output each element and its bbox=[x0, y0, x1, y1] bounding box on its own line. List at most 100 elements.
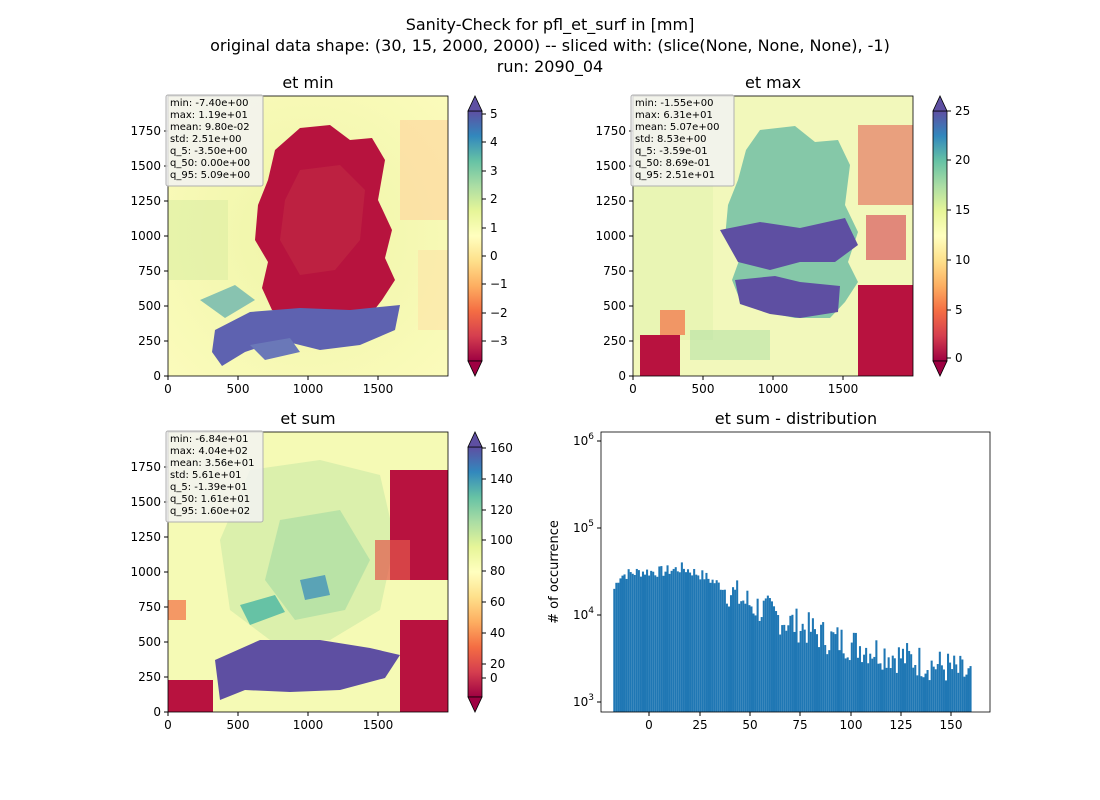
y-tick-label: 106 bbox=[573, 432, 594, 448]
histogram-bar bbox=[627, 569, 630, 712]
histogram-bar bbox=[791, 614, 794, 712]
colorbar-tick-label: 20 bbox=[955, 153, 970, 167]
histogram-bar bbox=[957, 672, 960, 712]
histogram-bar bbox=[834, 634, 837, 712]
colorbar-tick-label: 15 bbox=[955, 203, 970, 217]
histogram-bar bbox=[617, 582, 620, 712]
heatmap-et-min bbox=[168, 96, 448, 376]
histogram-bar bbox=[779, 634, 782, 712]
stat-line: mean: 3.56e+01 bbox=[170, 458, 254, 469]
histogram-bar bbox=[932, 666, 935, 712]
colorbar-tick-label: 5 bbox=[490, 107, 498, 121]
stat-line: q_5: -1.39e+01 bbox=[170, 482, 247, 493]
histogram-bar bbox=[674, 567, 677, 712]
panel-title-et-sum: et sum bbox=[280, 409, 335, 428]
histogram-bar bbox=[924, 673, 927, 712]
histogram-bar bbox=[684, 572, 687, 712]
histogram-bar bbox=[904, 663, 907, 712]
histogram-bar bbox=[852, 632, 855, 712]
histogram-bar bbox=[775, 611, 778, 712]
histogram-bar bbox=[787, 625, 790, 712]
histogram-bar bbox=[713, 583, 716, 712]
x-tick-label: 100 bbox=[840, 718, 863, 732]
histogram-bar bbox=[955, 664, 958, 712]
y-tick-label: 0 bbox=[153, 369, 161, 383]
histogram-bar bbox=[635, 568, 638, 712]
histogram-bar bbox=[801, 623, 804, 712]
histogram-bar bbox=[850, 642, 853, 712]
histogram-bar bbox=[711, 579, 714, 712]
histogram-bar bbox=[901, 648, 905, 712]
histogram-bar bbox=[752, 613, 755, 712]
histogram-bar bbox=[691, 575, 694, 712]
x-tick-label: 150 bbox=[940, 718, 963, 732]
colorbar-tick-label: 5 bbox=[955, 303, 963, 317]
histogram-bar bbox=[826, 654, 829, 712]
histogram-bar bbox=[967, 668, 970, 712]
histogram-bar bbox=[652, 571, 655, 712]
histogram-bar bbox=[629, 572, 632, 712]
colorbar-tick-label: 160 bbox=[490, 441, 513, 455]
histogram-bar bbox=[717, 582, 720, 712]
histogram-bar bbox=[721, 589, 724, 712]
histogram-bar bbox=[670, 570, 673, 712]
colorbar-tick-label: 25 bbox=[955, 104, 970, 118]
x-tick-label: 25 bbox=[692, 718, 707, 732]
colorbar-tick-label: −3 bbox=[490, 334, 508, 348]
y-tick-label: 1750 bbox=[130, 124, 161, 138]
y-tick-label: 1750 bbox=[130, 460, 161, 474]
histogram-bar bbox=[641, 571, 644, 712]
histogram-bar bbox=[838, 650, 841, 712]
histogram-bar bbox=[926, 670, 929, 712]
histogram-bar bbox=[732, 587, 735, 712]
histogram-bar bbox=[938, 651, 941, 712]
histogram-bar bbox=[619, 578, 622, 712]
colorbar-tick-label: 100 bbox=[490, 533, 513, 547]
histogram-bar bbox=[734, 589, 737, 712]
histogram-bar bbox=[648, 575, 651, 712]
histogram-bar bbox=[695, 574, 698, 712]
histogram-bar bbox=[668, 573, 671, 712]
x-tick-label: 1500 bbox=[363, 718, 394, 732]
panel-et-sum: et sum 0 500 1000 1500 0 250 500 750 10 bbox=[130, 409, 512, 732]
histogram-bar bbox=[897, 647, 900, 712]
histogram-bar bbox=[738, 603, 741, 712]
histogram-bar bbox=[631, 573, 634, 712]
histogram-bar bbox=[633, 574, 636, 712]
histogram-bar bbox=[793, 631, 796, 712]
y-tick-label: 1750 bbox=[595, 124, 626, 138]
histogram-bar bbox=[963, 676, 966, 712]
stat-line: q_5: -3.59e-01 bbox=[635, 146, 708, 157]
stat-line: std: 8.53e+00 bbox=[635, 134, 707, 145]
histogram-bar bbox=[940, 665, 943, 712]
x-tick-label: 0 bbox=[645, 718, 653, 732]
histogram-bar bbox=[625, 578, 628, 712]
colorbar-tick-label: 0 bbox=[490, 671, 498, 685]
histogram-bar bbox=[934, 669, 937, 712]
histogram-bar bbox=[656, 576, 659, 712]
stat-line: max: 4.04e+02 bbox=[170, 446, 248, 457]
histogram-bar bbox=[928, 680, 931, 712]
stat-line: q_50: 1.61e+01 bbox=[170, 494, 250, 505]
histogram-bar bbox=[701, 570, 704, 712]
colorbar-tick-label: 20 bbox=[490, 657, 505, 671]
colorbar-tick-label: 10 bbox=[955, 253, 970, 267]
y-tick-label: 1000 bbox=[130, 565, 161, 579]
histogram-bar bbox=[836, 627, 839, 712]
y-tick-label: 1250 bbox=[130, 194, 161, 208]
y-tick-label: 1500 bbox=[130, 495, 161, 509]
histogram-bar bbox=[746, 590, 749, 712]
y-tick-label: 103 bbox=[573, 693, 594, 709]
colorbar-tick-label: 3 bbox=[490, 164, 498, 178]
stats-box-et-min: min: -7.40e+00 max: 1.19e+01 mean: 9.80e… bbox=[165, 94, 264, 187]
histogram-bar bbox=[818, 647, 821, 712]
histogram-bar bbox=[887, 657, 890, 712]
histogram-bar bbox=[693, 568, 696, 712]
histogram-bar bbox=[820, 624, 823, 712]
histogram-bar bbox=[723, 589, 726, 712]
histogram-bar bbox=[770, 601, 773, 712]
histogram-bar bbox=[742, 600, 745, 712]
y-tick-label: 500 bbox=[138, 635, 161, 649]
histogram-bar bbox=[947, 653, 950, 712]
histogram-bar bbox=[760, 617, 763, 712]
